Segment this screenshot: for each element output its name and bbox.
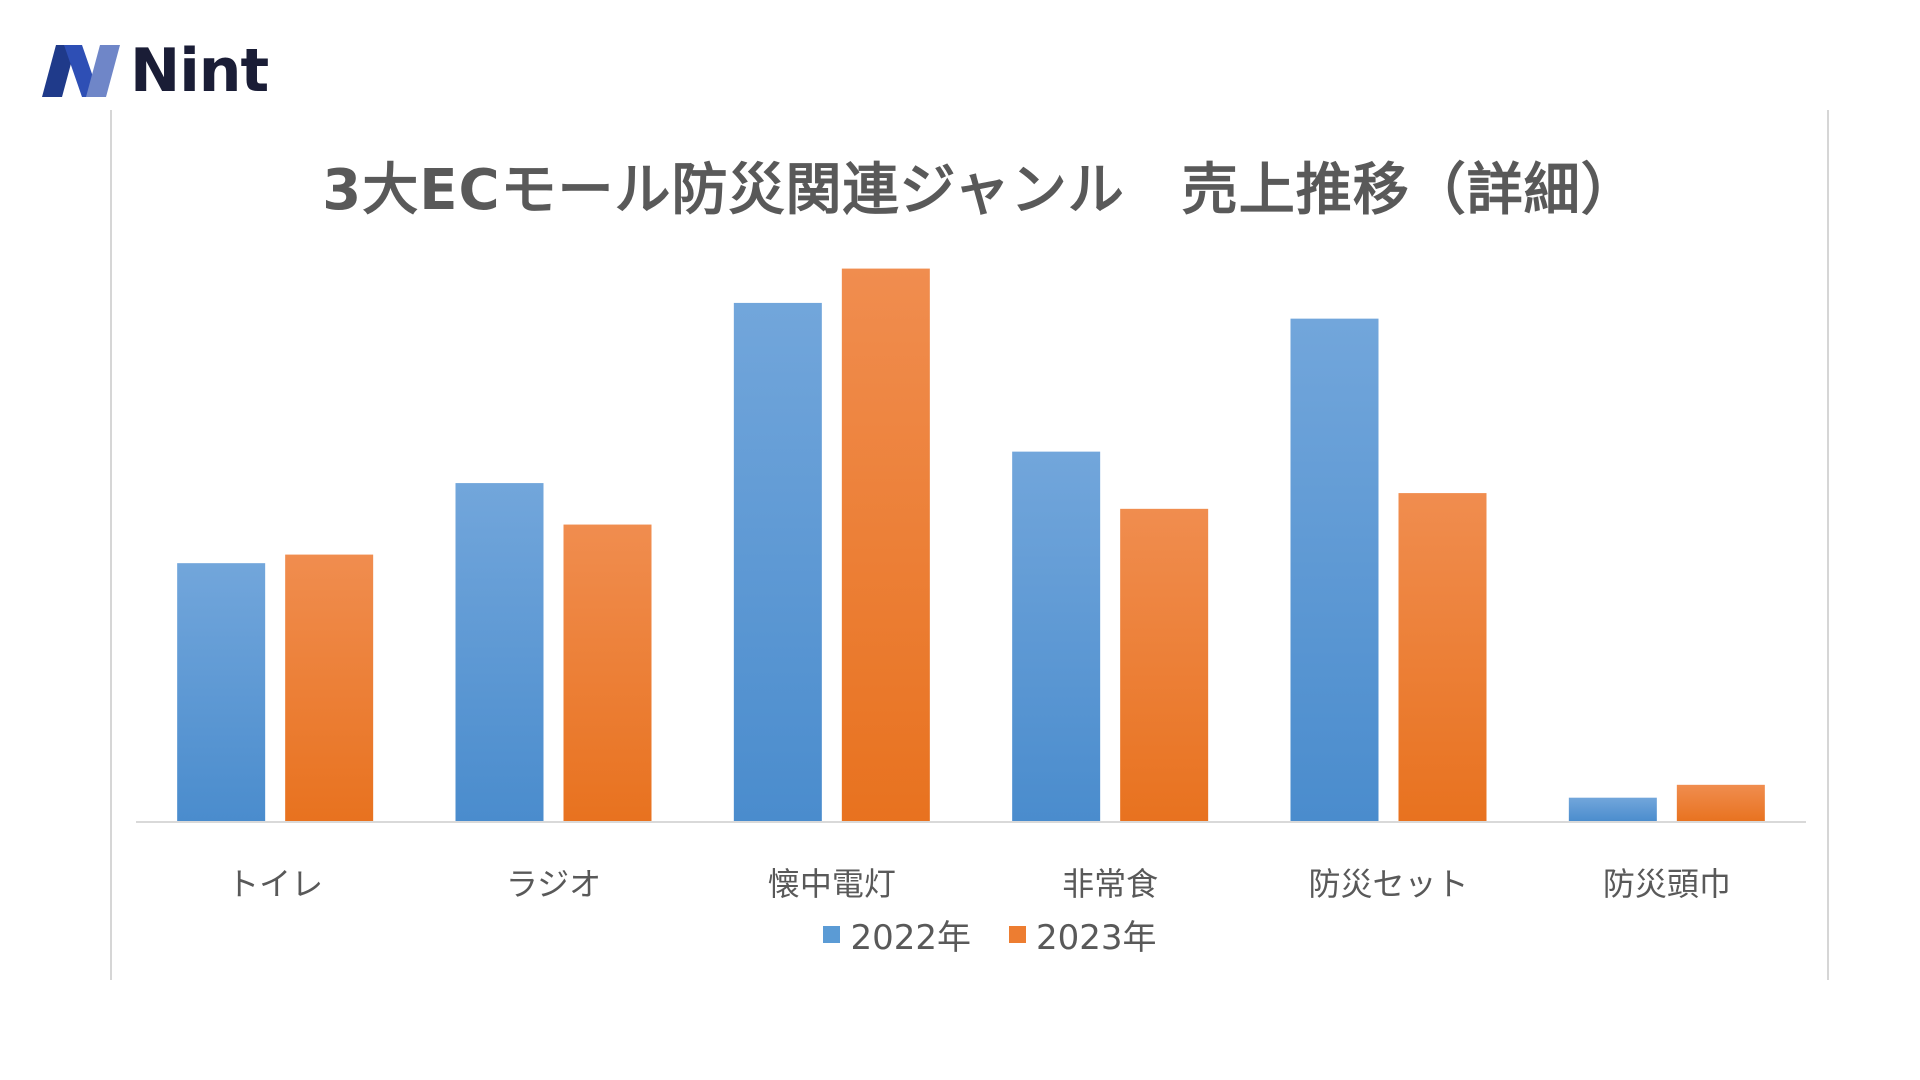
category-label-5: 防災セット — [1308, 865, 1468, 903]
category-label-6: 防災頭巾 — [1603, 865, 1731, 903]
category-label-1: トイレ — [227, 865, 323, 903]
chart-frame-right-border — [1827, 110, 1829, 980]
bar-2023-3 — [841, 268, 930, 823]
legend-label-2023: 2023年 — [1036, 918, 1157, 958]
chart-frame-left-border — [110, 110, 112, 980]
legend-swatch-2022 — [823, 926, 841, 943]
bar-2022-5 — [1290, 318, 1379, 822]
bar-2023-2 — [563, 524, 652, 822]
chart-title: 3大ECモール防災関連ジャンル 売上推移（詳細） — [322, 158, 1638, 223]
legend-swatch-2023 — [1009, 926, 1026, 943]
legend-item-2023: 2023年 — [1009, 910, 1157, 959]
bar-2023-6 — [1676, 784, 1765, 822]
bar-2022-3 — [733, 302, 822, 822]
bar-2022-2 — [455, 483, 544, 822]
bar-2023-5 — [1398, 493, 1487, 822]
legend-label-2022: 2022年 — [850, 918, 971, 958]
category-label-4: 非常食 — [1062, 865, 1158, 903]
bar-2022-1 — [177, 563, 266, 822]
category-label-3: 懐中電灯 — [768, 865, 896, 903]
bar-2022-4 — [1012, 451, 1101, 822]
category-label-2: ラジオ — [506, 865, 601, 903]
bars-layer — [177, 268, 1765, 823]
nint-logo-mark — [42, 45, 120, 97]
bar-2023-1 — [285, 554, 374, 822]
chart-legend: 2022年 2023年 — [0, 910, 1920, 959]
bar-2022-6 — [1568, 797, 1657, 822]
nint-logo: Nint — [42, 36, 269, 106]
category-labels-layer: トイレ ラジオ 懐中電灯 非常食 防災セット 防災頭巾 — [227, 865, 1731, 903]
logo-text: Nint — [130, 36, 269, 106]
bar-2023-4 — [1120, 508, 1209, 822]
legend-item-2022: 2022年 — [823, 910, 971, 959]
